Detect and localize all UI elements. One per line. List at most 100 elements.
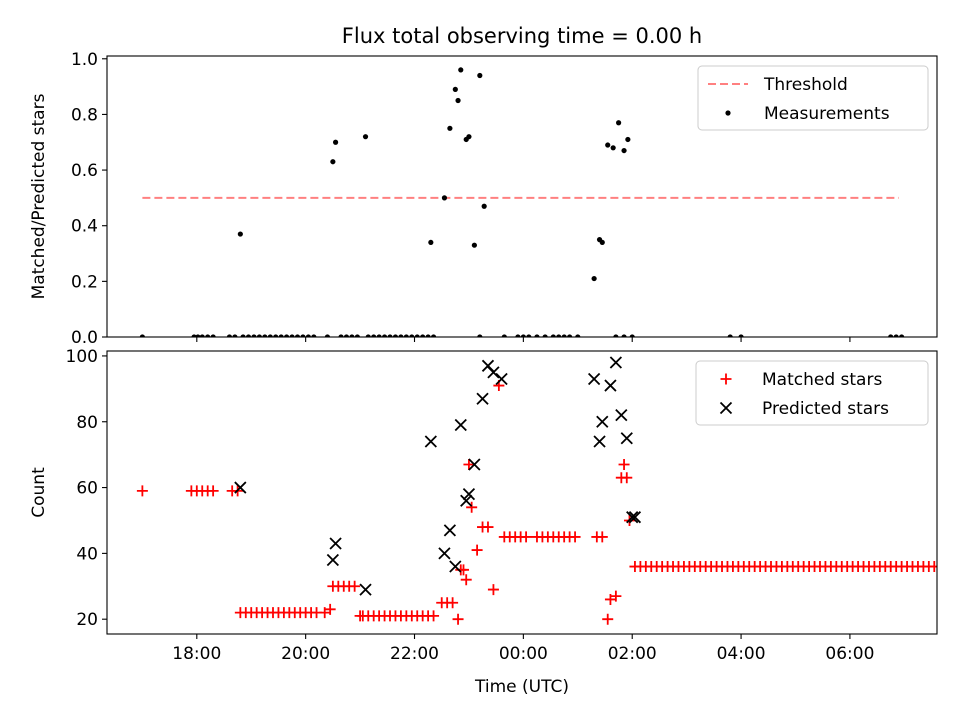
measurements-point (727, 334, 733, 337)
measurements-point (888, 334, 894, 337)
predicted-stars-point (234, 481, 247, 494)
measurements-point (458, 67, 464, 73)
measurements-point (371, 334, 377, 337)
measurements-point (471, 242, 477, 248)
x-tick-label: 02:00 (608, 644, 657, 664)
predicted-stars-point (596, 415, 609, 428)
matched-stars-point (452, 613, 464, 625)
x-axis-label: Time (UTC) (474, 677, 569, 697)
measurements-point (240, 334, 246, 337)
predicted-stars-point (438, 547, 451, 560)
matched-stars-point (928, 561, 937, 573)
measurements-point (605, 142, 611, 148)
ratio-legend (697, 65, 929, 131)
measurements-point (515, 334, 521, 337)
predicted-stars-point (609, 356, 623, 369)
measurements-point (237, 231, 243, 237)
measurements-point (284, 334, 290, 337)
measurements-point (501, 334, 507, 337)
measurements-point (441, 195, 448, 201)
measurements-point (245, 334, 252, 337)
predicted-stars-point (329, 537, 342, 550)
predicted-stars-point (424, 435, 437, 448)
matched-stars-point (602, 613, 614, 625)
predicted-stars-point (443, 524, 457, 537)
ratio-plot-area (139, 67, 905, 337)
count-frame (106, 350, 938, 635)
matched-stars-point (349, 580, 361, 592)
matched-stars-point (482, 521, 494, 533)
predicted-stars-point (359, 583, 372, 596)
matched-stars-point (466, 501, 478, 513)
measurements-point (381, 334, 388, 337)
matched-stars-point (621, 472, 633, 484)
x-tick-label: 18:00 (172, 644, 221, 664)
measurements-point (561, 334, 567, 337)
measurements-point (425, 334, 431, 337)
x-tick-label: 00:00 (499, 644, 548, 664)
measurements-point (387, 334, 393, 337)
measurements-point (477, 72, 483, 79)
matched-stars-point (471, 544, 483, 556)
measurements-point (332, 139, 339, 145)
measurements-point (447, 125, 453, 131)
measurements-point (300, 334, 306, 337)
ratio-y-tick-label: 0.2 (71, 272, 98, 292)
matched-stars-point (610, 590, 622, 602)
measurements-point (199, 334, 205, 337)
ratio-frame (106, 55, 938, 338)
measurements-point (278, 334, 284, 337)
measurements-point (343, 334, 350, 337)
measurements-point (455, 97, 461, 104)
legend-matched-swatch (720, 373, 732, 385)
matched-stars-point (447, 597, 459, 609)
predicted-stars-point (604, 379, 617, 392)
measurements-point (256, 334, 262, 337)
predicted-stars-point (615, 409, 628, 422)
matched-stars-point (463, 459, 475, 471)
predicted-stars-point (487, 366, 500, 379)
matched-stars-point (596, 531, 608, 543)
count-y-tick-label: 60 (76, 479, 98, 499)
ratio-panel: 0.0 0.2 0.4 0.6 0.8 1.0 Matched/Predicted star… (29, 50, 938, 348)
measurements-point (621, 334, 627, 337)
x-tick-label: 20:00 (281, 644, 330, 664)
measurements-point (365, 334, 371, 337)
measurements-point (575, 334, 581, 337)
measurements-point (362, 134, 369, 140)
measurements-point (324, 334, 331, 337)
count-y-tick-label: 80 (76, 413, 98, 433)
measurements-point (139, 334, 145, 337)
measurements-point (338, 334, 344, 337)
measurements-point (311, 334, 317, 337)
predicted-stars-point (593, 435, 606, 448)
measurements-point (893, 334, 899, 337)
measurements-point (409, 334, 415, 337)
measurements-point (398, 334, 404, 337)
predicted-stars-point (460, 494, 473, 507)
measurements-point (599, 239, 605, 246)
count-y-tick-label: 20 (76, 610, 98, 630)
count-panel: 20 40 60 80 100 18:00 20:00 22:00 00:00 02:00 04:0… (29, 347, 938, 664)
measurements-point (556, 334, 562, 337)
measurements-point (481, 203, 487, 209)
measurements-point (526, 334, 532, 337)
predicted-stars-point (620, 432, 633, 445)
measurements-point (738, 334, 744, 337)
predicted-stars-point (628, 511, 642, 524)
measurements-point (466, 134, 472, 140)
legend-label: Predicted stars (762, 399, 889, 419)
matched-stars-point (487, 584, 499, 596)
matched-stars-point (460, 574, 472, 586)
x-tick-label: 06:00 (825, 644, 874, 664)
x-tick-label: 22:00 (390, 644, 439, 664)
measurements-point (414, 334, 420, 337)
measurements-point (452, 86, 458, 92)
measurements-point (534, 334, 540, 337)
chart-title: Flux total observing time = 0.00 h (342, 24, 702, 48)
x-tick-label: 04:00 (717, 644, 766, 664)
measurements-point (403, 334, 409, 337)
predicted-stars-point (449, 560, 462, 573)
measurements-point (392, 334, 399, 337)
